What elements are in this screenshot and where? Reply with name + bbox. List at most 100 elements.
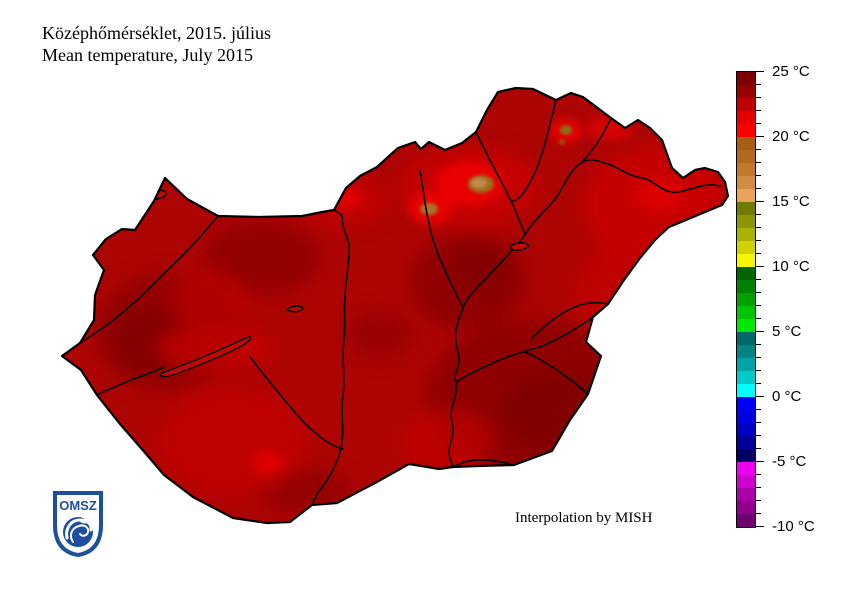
hungary-border xyxy=(60,86,730,525)
legend-color-cell xyxy=(737,358,755,371)
legend-color-cell xyxy=(737,501,755,514)
legend-tick xyxy=(756,331,764,332)
legend-color-cell xyxy=(737,267,755,280)
raba-river xyxy=(79,215,219,344)
legend-tick xyxy=(756,214,761,215)
legend-color-bar xyxy=(736,71,756,528)
omsz-logo-text: OMSZ xyxy=(59,498,97,513)
title-line-hungarian: Középhőmérséklet, 2015. július xyxy=(42,23,271,43)
omsz-logo-shield: OMSZ xyxy=(53,491,103,558)
legend-tick xyxy=(756,305,761,306)
legend-color-cell xyxy=(737,176,755,189)
legend-tick xyxy=(756,110,761,111)
legend-color-cell xyxy=(737,462,755,475)
legend-tick xyxy=(756,188,761,189)
legend-color-cell xyxy=(737,449,755,462)
legend-tick xyxy=(756,422,761,423)
legend-tick xyxy=(756,396,764,397)
legend-tick xyxy=(756,370,761,371)
temperature-legend: 25 °C 20 °C 15 °C 10 °C 5 °C 0 °C -5 °C -10 °C xyxy=(736,63,836,541)
legend-tick xyxy=(756,526,764,527)
matra-cool-spot xyxy=(420,203,438,215)
bukk-cool-spot-core xyxy=(471,178,487,188)
legend-tick xyxy=(756,318,761,319)
legend-color-cell xyxy=(737,514,755,527)
legend-color-cell xyxy=(737,306,755,319)
lake-balaton xyxy=(159,336,252,377)
legend-label--10: -10 °C xyxy=(772,518,815,535)
wave-swirl-inner-icon xyxy=(70,524,90,543)
legend-color-cell xyxy=(737,202,755,215)
legend-tick xyxy=(756,383,761,384)
legend-color-cell xyxy=(737,410,755,423)
legend-tick xyxy=(756,240,761,241)
legend-label-5: 5 °C xyxy=(772,323,802,340)
legend-tick xyxy=(756,201,764,202)
legend-color-cell xyxy=(737,189,755,202)
legend-tick xyxy=(756,357,761,358)
koros-branch-river xyxy=(524,351,589,395)
rivers xyxy=(79,99,721,506)
sio-river xyxy=(249,356,344,450)
legend-tick xyxy=(756,266,764,267)
bodrog-river xyxy=(582,117,612,162)
zemplen-cool-spot xyxy=(560,125,572,135)
legend-color-cell xyxy=(737,384,755,397)
legend-tick xyxy=(756,292,761,293)
legend-tick xyxy=(756,253,761,254)
maros-river xyxy=(452,459,515,468)
omsz-logo: OMSZ xyxy=(52,491,104,562)
legend-tick xyxy=(756,149,761,150)
zagyva-river xyxy=(419,169,464,309)
legend-tick xyxy=(756,175,761,176)
legend-color-cell xyxy=(737,163,755,176)
legend-color-cell xyxy=(737,293,755,306)
wave-swirl-icon xyxy=(65,518,93,540)
legend-tick xyxy=(756,448,761,449)
legend-label-25: 25 °C xyxy=(772,63,810,80)
legend-color-cell xyxy=(737,280,755,293)
legend-tick xyxy=(756,409,761,410)
zemplen-cool-dot xyxy=(559,139,565,145)
legend-color-cell xyxy=(737,72,755,85)
legend-tick xyxy=(756,487,761,488)
legend-color-cell xyxy=(737,215,755,228)
legend-color-cell xyxy=(737,397,755,410)
legend-label-0: 0 °C xyxy=(772,388,802,405)
legend-color-cell xyxy=(737,488,755,501)
legend-tick xyxy=(756,123,761,124)
koros-river xyxy=(456,316,594,383)
legend-tick xyxy=(756,474,761,475)
legend-color-cell xyxy=(737,98,755,111)
legend-color-cell xyxy=(737,345,755,358)
map-title: Középhőmérséklet, 2015. július Mean temp… xyxy=(42,22,271,66)
legend-tick xyxy=(756,84,761,85)
legend-label--5: -5 °C xyxy=(772,453,807,470)
berettyo-river xyxy=(531,301,609,339)
legend-color-cell xyxy=(737,319,755,332)
legend-color-cell xyxy=(737,111,755,124)
legend-tick xyxy=(756,227,761,228)
interpolation-note: Interpolation by MISH xyxy=(515,510,653,526)
legend-tick xyxy=(756,279,761,280)
legend-color-cell xyxy=(737,423,755,436)
lake-tisza xyxy=(509,242,530,251)
legend-color-cell xyxy=(737,332,755,345)
legend-tick xyxy=(756,162,761,163)
title-line-english: Mean temperature, July 2015 xyxy=(42,45,253,65)
legend-color-cell xyxy=(737,371,755,384)
legend-tick xyxy=(756,344,761,345)
legend-color-cell xyxy=(737,85,755,98)
legend-tick xyxy=(756,97,761,98)
legend-color-cell xyxy=(737,475,755,488)
legend-tick xyxy=(756,435,761,436)
legend-tick xyxy=(756,136,764,137)
legend-color-cell xyxy=(737,228,755,241)
legend-color-cell xyxy=(737,254,755,267)
legend-color-cell xyxy=(737,124,755,137)
wave-crest-icon xyxy=(80,518,90,524)
legend-color-cell xyxy=(737,137,755,150)
zala-river xyxy=(96,366,165,396)
lake-velence xyxy=(285,305,304,313)
